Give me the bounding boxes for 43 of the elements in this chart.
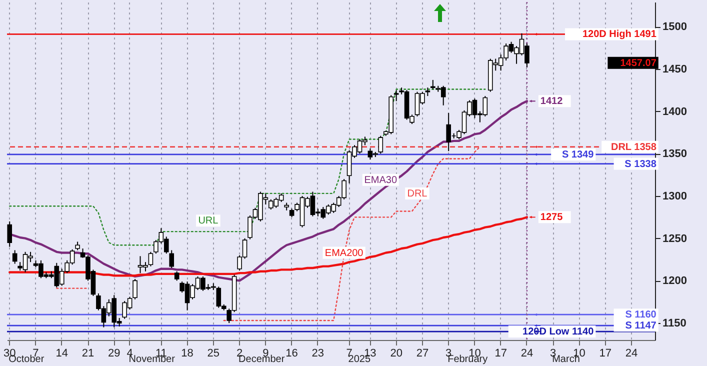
candlestick (12, 250, 18, 264)
text: October (8, 354, 45, 365)
ref-line-label: S 1338 (624, 158, 657, 170)
x-tick-label: 24 (625, 348, 638, 360)
x-tick-label: 25 (207, 348, 220, 360)
text: February (448, 354, 488, 365)
y-tick-label: 1300 (662, 190, 687, 202)
x-tick-label: 18 (181, 348, 194, 360)
text: December (238, 354, 286, 365)
y-tick-label: 1250 (662, 232, 687, 245)
y-tick-label: 1500 (662, 21, 687, 34)
candlestick (148, 251, 154, 267)
text: March (552, 354, 580, 365)
candlestick (430, 79, 436, 90)
x-tick-label: 17 (494, 348, 507, 360)
x-tick-label: 14 (56, 348, 68, 360)
x-tick-label: 23 (312, 348, 324, 360)
candlestick (169, 250, 174, 268)
x-tick-label: 29 (108, 348, 120, 360)
x-tick-label: 24 (520, 348, 534, 360)
ref-line-label: 120D High 1491 (582, 29, 657, 40)
y-tick-label: 1450 (662, 63, 687, 76)
candlestick (7, 220, 12, 248)
x-tick-label: 20 (390, 348, 402, 360)
annotation: 1457.07 (620, 58, 657, 69)
line-series (9, 88, 486, 246)
x-tick-label: 17 (599, 348, 612, 360)
data-label: 1275 (540, 212, 564, 224)
y-tick-label: 1400 (662, 106, 687, 118)
y-tick-label: 1150 (662, 318, 686, 330)
text: November (128, 354, 176, 365)
data-label: 1412 (540, 96, 564, 108)
candlestick (378, 135, 384, 154)
candlestick (174, 270, 180, 282)
candlestick (394, 90, 399, 102)
candlestick (132, 278, 138, 300)
y-tick-label: 1200 (662, 275, 687, 288)
text: 2025 (348, 354, 371, 365)
x-tick-label: 16 (286, 348, 298, 360)
x-tick-label: 27 (416, 348, 429, 360)
y-tick-label: 1350 (662, 148, 687, 160)
x-tick-label: 21 (82, 348, 94, 360)
ref-line-label: 120D Low 1140 (522, 326, 594, 338)
